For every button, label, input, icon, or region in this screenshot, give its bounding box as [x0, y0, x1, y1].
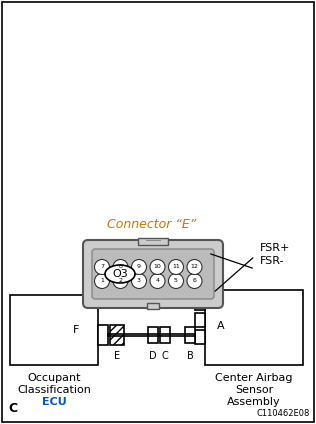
Text: C: C — [161, 351, 168, 361]
Bar — [10, 295, 98, 365]
Bar — [185, 327, 195, 343]
Text: 12: 12 — [191, 265, 198, 270]
Circle shape — [150, 259, 165, 274]
Circle shape — [113, 273, 128, 288]
Text: Sensor: Sensor — [235, 385, 273, 395]
Text: Occupant: Occupant — [27, 373, 81, 383]
Circle shape — [94, 259, 110, 274]
Bar — [195, 330, 205, 344]
Text: E: E — [114, 351, 120, 361]
Circle shape — [187, 273, 202, 288]
Text: 10: 10 — [154, 265, 161, 270]
Text: Center Airbag: Center Airbag — [215, 373, 293, 383]
Circle shape — [187, 259, 202, 274]
Circle shape — [150, 273, 165, 288]
Text: Connector “E”: Connector “E” — [107, 218, 197, 231]
Text: FSR+: FSR+ — [260, 243, 290, 253]
Text: 8: 8 — [118, 265, 122, 270]
Text: D: D — [149, 351, 157, 361]
Bar — [205, 290, 303, 365]
Bar — [98, 325, 108, 345]
Bar — [138, 238, 168, 245]
Circle shape — [131, 259, 147, 274]
Text: 5: 5 — [174, 279, 178, 284]
FancyBboxPatch shape — [92, 249, 214, 299]
Text: F: F — [73, 325, 79, 335]
Text: A: A — [217, 321, 225, 331]
Text: 11: 11 — [172, 265, 180, 270]
Text: O3: O3 — [112, 269, 128, 279]
Text: 7: 7 — [100, 265, 104, 270]
Bar — [148, 327, 158, 343]
Text: B: B — [187, 351, 193, 361]
Text: FSR-: FSR- — [260, 256, 284, 266]
Bar — [195, 296, 205, 310]
Text: 6: 6 — [192, 279, 197, 284]
FancyBboxPatch shape — [83, 240, 223, 308]
Circle shape — [168, 273, 184, 288]
Bar — [195, 313, 205, 327]
Circle shape — [113, 259, 128, 274]
Ellipse shape — [105, 265, 135, 283]
Bar — [110, 325, 124, 345]
Text: 1: 1 — [100, 279, 104, 284]
Bar — [160, 327, 170, 343]
Text: 4: 4 — [155, 279, 160, 284]
Text: 2: 2 — [118, 279, 123, 284]
Circle shape — [131, 273, 147, 288]
Text: Assembly: Assembly — [227, 397, 281, 407]
Bar — [147, 303, 159, 309]
Circle shape — [168, 259, 184, 274]
Text: 3: 3 — [137, 279, 141, 284]
Text: ECU: ECU — [42, 397, 66, 407]
Text: Classification: Classification — [17, 385, 91, 395]
Circle shape — [94, 273, 110, 288]
Text: 9: 9 — [137, 265, 141, 270]
Text: C110462E08: C110462E08 — [257, 409, 310, 418]
Text: C: C — [8, 402, 17, 415]
